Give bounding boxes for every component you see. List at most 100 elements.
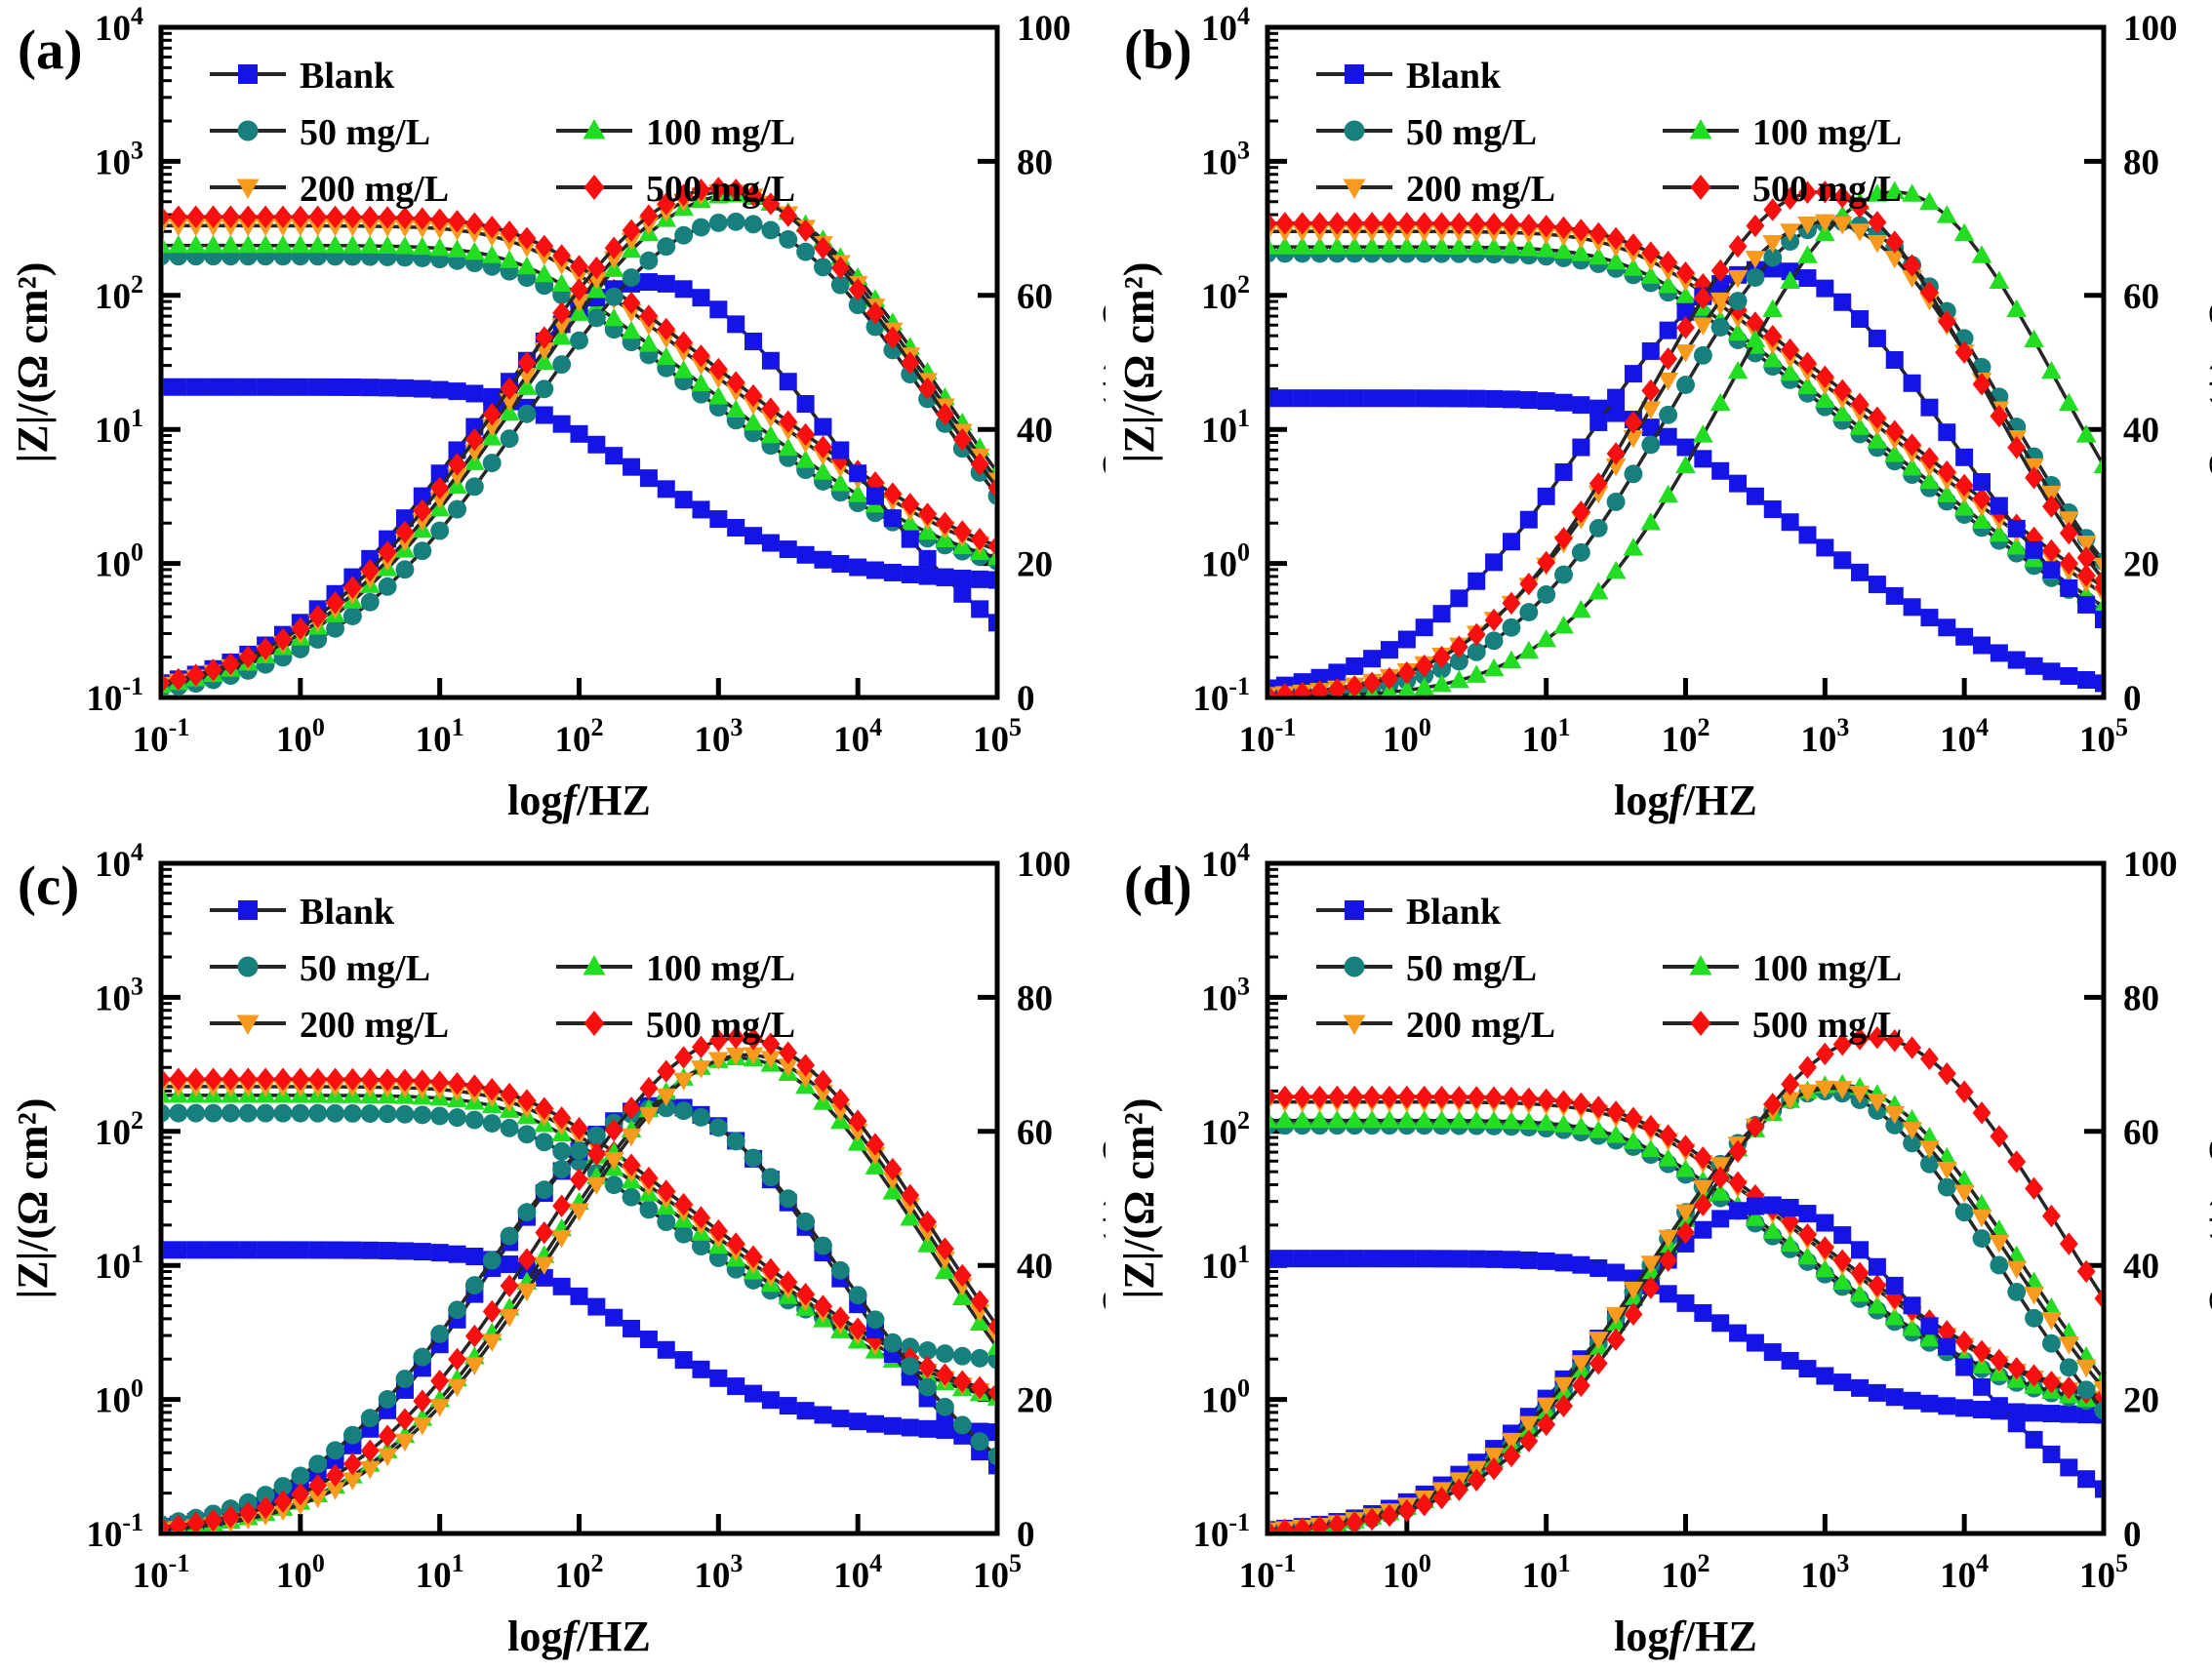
legend-label: Blank bbox=[1406, 892, 1502, 933]
x-tick-label: 105 bbox=[2079, 1549, 2128, 1596]
y-tick-label-left: 103 bbox=[1201, 136, 1250, 182]
y-axis-label-right: Angle(φ)deg bbox=[1103, 1085, 1106, 1312]
x-axis-label: logf/HZ bbox=[1614, 1612, 1757, 1660]
modulus-series bbox=[1268, 389, 2102, 693]
y-tick-label-left: 100 bbox=[1201, 1374, 1250, 1421]
panel-label: (d) bbox=[1124, 856, 1192, 917]
legend-label: 500 mg/L bbox=[646, 169, 795, 210]
y-axis-label-left: |Z|/(Ω cm²) bbox=[1115, 262, 1163, 463]
legend-label: Blank bbox=[300, 892, 395, 933]
x-tick-label: 103 bbox=[1800, 713, 1849, 760]
legend-label: 50 mg/L bbox=[1406, 112, 1537, 153]
y-tick-label-right: 60 bbox=[2123, 277, 2159, 317]
legend-label: 500 mg/L bbox=[1752, 169, 1902, 210]
y-tick-label-left: 104 bbox=[95, 2, 143, 49]
x-tick-label: 102 bbox=[555, 1549, 604, 1596]
y-tick-label-left: 101 bbox=[95, 404, 143, 451]
legend-label: 50 mg/L bbox=[1406, 948, 1537, 989]
x-tick-label: 10-1 bbox=[1238, 713, 1296, 760]
y-axis-label-left: |Z|/(Ω cm²) bbox=[1115, 1098, 1163, 1299]
x-axis-label: logf/HZ bbox=[507, 776, 651, 824]
phase-series bbox=[163, 177, 995, 693]
x-axis-label: logf/HZ bbox=[1614, 776, 1757, 824]
panel-label: (c) bbox=[18, 856, 79, 917]
x-axis-label: logf/HZ bbox=[507, 1612, 651, 1660]
legend-label: 200 mg/L bbox=[1406, 169, 1555, 210]
legend-label: Blank bbox=[300, 56, 395, 97]
y-tick-label-right: 40 bbox=[2123, 411, 2159, 451]
y-tick-label-right: 20 bbox=[1017, 545, 1053, 585]
y-tick-label-right: 0 bbox=[2123, 1515, 2142, 1555]
x-tick-label: 102 bbox=[555, 713, 604, 760]
x-tick-label: 100 bbox=[1382, 713, 1430, 760]
y-tick-label-right: 100 bbox=[1017, 845, 1071, 885]
y-tick-label-right: 100 bbox=[1017, 9, 1071, 49]
legend: Blank 50 mg/L 100 mg/L 200 mg/L 500 mg/L bbox=[1315, 892, 1902, 1046]
plot-area bbox=[163, 177, 995, 696]
x-tick-label: 103 bbox=[1800, 1549, 1849, 1596]
y-tick-label-left: 10-1 bbox=[86, 672, 143, 719]
y-tick-label-right: 80 bbox=[1017, 978, 1053, 1018]
panel-label: (a) bbox=[18, 20, 82, 81]
y-tick-label-right: 0 bbox=[1017, 1515, 1035, 1555]
y-tick-label-right: 0 bbox=[1017, 679, 1035, 719]
y-tick-label-left: 102 bbox=[1201, 1106, 1250, 1153]
panel-b: 10-1 100 101 102 103 104 0 20 40 60 80 100 10-1 100 10… bbox=[1106, 0, 2212, 836]
y-axis-label-left: |Z|/(Ω cm²) bbox=[9, 1098, 57, 1299]
legend: Blank 50 mg/L 100 mg/L 200 mg/L 500 mg/L bbox=[210, 56, 795, 210]
y-axis-label-right: Angle(φ)deg bbox=[1103, 249, 1106, 476]
y-tick-label-left: 102 bbox=[1201, 270, 1250, 317]
legend-label: 100 mg/L bbox=[1752, 112, 1902, 153]
y-tick-label-left: 101 bbox=[95, 1240, 143, 1287]
x-tick-label: 104 bbox=[833, 1549, 882, 1596]
y-axis-label-left: |Z|/(Ω cm²) bbox=[9, 262, 57, 463]
x-tick-label: 100 bbox=[276, 713, 325, 760]
phase-series bbox=[1268, 259, 2102, 696]
y-tick-label-right: 100 bbox=[2123, 845, 2178, 885]
x-tick-label: 100 bbox=[1382, 1549, 1430, 1596]
y-axis-label-right: Angle(φ)deg bbox=[2209, 249, 2212, 476]
y-tick-label-left: 104 bbox=[1201, 838, 1250, 885]
y-tick-label-right: 80 bbox=[1017, 142, 1053, 182]
y-tick-label-right: 20 bbox=[1017, 1381, 1053, 1421]
x-tick-label: 105 bbox=[2079, 713, 2128, 760]
y-tick-label-left: 102 bbox=[95, 270, 143, 317]
legend: Blank 50 mg/L 100 mg/L 200 mg/L 500 mg/L bbox=[1315, 56, 1902, 210]
phase-series bbox=[1268, 180, 2102, 696]
y-tick-label-left: 10-1 bbox=[86, 1508, 143, 1555]
x-tick-label: 105 bbox=[973, 713, 1022, 760]
panel-a: 10-1 100 101 102 103 104 0 20 40 60 80 100 10-1 100 10… bbox=[0, 0, 1106, 836]
modulus-series bbox=[1268, 236, 2102, 615]
y-tick-label-right: 40 bbox=[2123, 1247, 2159, 1287]
legend-label: 200 mg/L bbox=[1406, 1005, 1555, 1046]
x-tick-label: 102 bbox=[1661, 713, 1709, 760]
y-tick-label-left: 101 bbox=[1201, 404, 1250, 451]
legend-label: 100 mg/L bbox=[646, 948, 795, 989]
x-tick-label: 10-1 bbox=[1238, 1549, 1296, 1596]
y-tick-label-left: 104 bbox=[95, 838, 143, 885]
x-tick-label: 100 bbox=[276, 1549, 325, 1596]
y-tick-label-right: 80 bbox=[2123, 978, 2159, 1018]
x-tick-label: 103 bbox=[694, 713, 743, 760]
y-tick-label-left: 102 bbox=[95, 1106, 143, 1153]
legend-label: 100 mg/L bbox=[1752, 948, 1902, 989]
y-tick-label-right: 60 bbox=[2123, 1113, 2159, 1153]
x-tick-label: 104 bbox=[1940, 713, 1989, 760]
legend-label: 200 mg/L bbox=[300, 169, 449, 210]
y-tick-label-left: 101 bbox=[1201, 1240, 1250, 1287]
y-tick-label-right: 0 bbox=[2123, 679, 2142, 719]
y-tick-label-left: 100 bbox=[95, 538, 143, 585]
x-tick-label: 105 bbox=[973, 1549, 1022, 1596]
x-tick-label: 101 bbox=[1521, 713, 1570, 760]
panel-c: 10-1 100 101 102 103 104 0 20 40 60 80 100 10-1 100 10… bbox=[0, 836, 1106, 1672]
y-tick-label-right: 40 bbox=[1017, 411, 1053, 451]
y-tick-label-right: 80 bbox=[2123, 142, 2159, 182]
phase-series bbox=[163, 212, 995, 696]
x-tick-label: 102 bbox=[1661, 1549, 1709, 1596]
modulus-series bbox=[163, 378, 995, 589]
x-tick-label: 101 bbox=[1521, 1549, 1570, 1596]
legend-label: 100 mg/L bbox=[646, 112, 795, 153]
y-tick-label-right: 40 bbox=[1017, 1247, 1053, 1287]
legend-label: 50 mg/L bbox=[300, 112, 430, 153]
y-tick-label-left: 103 bbox=[1201, 972, 1250, 1018]
